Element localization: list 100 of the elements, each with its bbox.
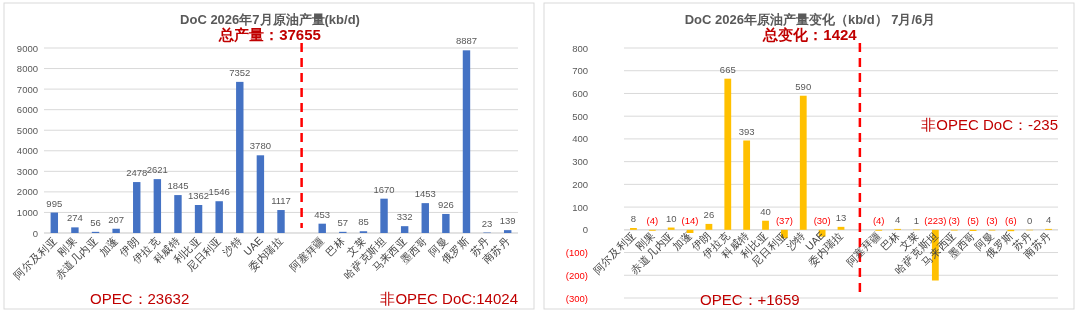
y-tick-label: (300): [565, 292, 588, 304]
annotation: OPEC：+1659: [700, 291, 800, 308]
data-label: 393: [738, 125, 755, 137]
text: 总产量：37655: [218, 26, 321, 43]
data-label: 1453: [414, 188, 436, 200]
bar: [837, 226, 845, 230]
y-tick-label: 300: [572, 156, 588, 168]
data-label: 56: [90, 216, 101, 228]
bar: [724, 78, 732, 230]
data-label: 2478: [126, 167, 148, 179]
y-tick-label: 1000: [16, 206, 38, 218]
data-label: 8887: [455, 35, 478, 47]
y-tick-label: (200): [565, 269, 588, 281]
y-tick-label: 500: [572, 110, 588, 122]
data-label: 665: [719, 63, 736, 75]
data-label: 13: [835, 211, 847, 223]
y-tick-label: 8000: [16, 63, 38, 75]
y-tick-label: 9000: [16, 42, 38, 54]
text: OPEC：23632: [90, 290, 190, 307]
data-label: 274: [66, 212, 83, 224]
data-label: 8: [630, 213, 637, 224]
data-label: (30): [813, 214, 831, 226]
data-label: 1670: [373, 183, 395, 195]
data-label: 332: [396, 211, 413, 223]
data-label: 40: [760, 205, 771, 217]
y-tick-label: 800: [572, 42, 588, 54]
y-tick-label: 600: [572, 87, 588, 99]
y-tick-label: 0: [582, 224, 588, 236]
data-label: 207: [108, 213, 125, 225]
bar: [194, 205, 203, 233]
y-tick-label: 100: [572, 201, 588, 213]
bar: [705, 223, 713, 230]
y-tick-label: 700: [572, 65, 588, 77]
y-tick-label: 400: [572, 133, 588, 145]
bar: [236, 81, 244, 233]
chart-title: DoC 2026年7月原油产量(kb/d): [180, 12, 360, 27]
data-label: (223): [924, 214, 947, 226]
data-label: 26: [703, 208, 715, 220]
bar: [667, 227, 675, 230]
data-label: 4: [1045, 213, 1052, 225]
y-tick-label: 6000: [16, 104, 38, 116]
data-label: 23: [481, 217, 493, 229]
bar: [71, 227, 79, 233]
x-tick-label: 巴林: [323, 233, 348, 258]
data-label: (3): [986, 214, 998, 226]
annotation: 非OPEC DoC：-235: [921, 116, 1058, 133]
bar: [762, 220, 769, 230]
bar: [503, 230, 512, 233]
text: 总变化：1424: [762, 26, 858, 43]
data-label: (5): [967, 214, 979, 226]
data-label: 7352: [229, 66, 251, 78]
y-tick-label: (100): [565, 247, 588, 259]
data-label: 1546: [208, 186, 230, 198]
bar: [400, 226, 409, 233]
y-tick-label: 200: [572, 178, 588, 190]
bar: [256, 155, 265, 233]
y-tick-label: 3000: [16, 165, 38, 177]
bar: [215, 201, 223, 233]
data-label: (14): [681, 214, 699, 226]
data-label: 995: [46, 197, 63, 209]
bar: [153, 179, 162, 233]
bar: [174, 195, 182, 233]
data-label: 85: [358, 216, 369, 228]
data-label: 4: [894, 213, 901, 225]
y-tick-label: 2000: [16, 186, 38, 198]
data-label: 453: [314, 208, 331, 220]
data-label: 590: [795, 80, 812, 92]
data-label: 0: [1027, 214, 1033, 226]
data-label: (4): [872, 214, 885, 226]
bar: [112, 228, 120, 233]
y-tick-label: 4000: [16, 145, 38, 157]
data-label: 1362: [187, 190, 210, 201]
data-label: 139: [499, 215, 516, 227]
bar: [133, 182, 141, 233]
bar: [799, 95, 807, 230]
data-label: 57: [337, 216, 349, 228]
bar: [277, 210, 285, 233]
chart-title: DoC 2026年原油产量变化（kb/d） 7月/6月: [684, 12, 936, 27]
bar: [50, 212, 59, 233]
y-tick-label: 0: [32, 227, 38, 239]
y-tick-label: 7000: [16, 83, 38, 95]
bar: [462, 50, 471, 233]
data-label: (6): [1005, 214, 1017, 226]
data-label: 1: [913, 214, 920, 226]
data-label: 1845: [167, 180, 189, 192]
bar: [380, 198, 388, 233]
data-label: 926: [437, 198, 454, 210]
y-tick-label: 5000: [16, 124, 38, 136]
data-label: (37): [775, 214, 793, 226]
data-label: (4): [646, 214, 659, 226]
bar: [442, 213, 450, 233]
bar: [743, 140, 751, 230]
data-label: (3): [948, 214, 961, 226]
data-label: 1117: [271, 195, 291, 207]
bar: [318, 223, 326, 233]
data-label: 2621: [146, 164, 168, 176]
bar: [421, 203, 429, 233]
data-label: 10: [665, 212, 677, 224]
text: 非OPEC DoC:14024: [380, 290, 518, 307]
data-label: 3780: [249, 140, 271, 152]
